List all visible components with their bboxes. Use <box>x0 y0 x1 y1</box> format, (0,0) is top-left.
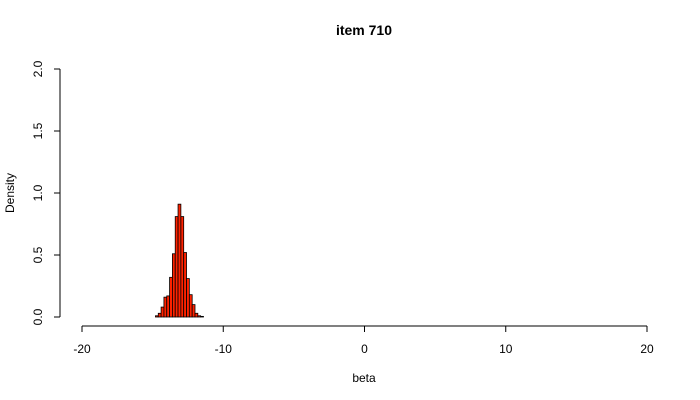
histogram-bar <box>155 315 159 318</box>
histogram-bar <box>163 296 168 318</box>
y-tick-label: 1.0 <box>31 184 45 201</box>
chart-title: item 710 <box>336 22 392 38</box>
x-tick-label: -10 <box>215 342 233 356</box>
histogram-bar <box>188 294 193 318</box>
histogram-bar <box>166 295 170 318</box>
y-tick-label: 0.5 <box>31 246 45 263</box>
histogram-bar <box>157 312 162 318</box>
y-axis: 0.0 0.5 1.0 1.5 2.0 <box>31 60 61 325</box>
histogram-bar <box>174 216 179 318</box>
histogram-bars <box>155 203 204 318</box>
x-tick-label: 20 <box>640 342 654 356</box>
histogram-bar <box>186 278 190 318</box>
histogram-bar <box>200 315 204 318</box>
histogram-bar <box>177 203 182 318</box>
histogram-bar <box>180 216 185 318</box>
y-tick-label: 0.0 <box>31 308 45 325</box>
y-tick-label: 2.0 <box>31 60 45 77</box>
y-axis-title: Density <box>3 173 17 213</box>
y-tick-label: 1.5 <box>31 122 45 139</box>
histogram-bar <box>197 315 202 318</box>
histogram-bar <box>194 312 199 318</box>
histogram-bar <box>160 306 165 318</box>
histogram-bar <box>169 276 173 318</box>
x-tick-label: -20 <box>73 342 91 356</box>
x-axis-title: beta <box>352 371 376 385</box>
x-tick-label: 10 <box>499 342 513 356</box>
histogram-bar <box>171 253 176 318</box>
x-axis: -20 -10 0 10 20 <box>73 325 654 356</box>
x-tick-label: 0 <box>361 342 368 356</box>
histogram-bar <box>191 304 196 318</box>
histogram-bar <box>183 252 187 318</box>
